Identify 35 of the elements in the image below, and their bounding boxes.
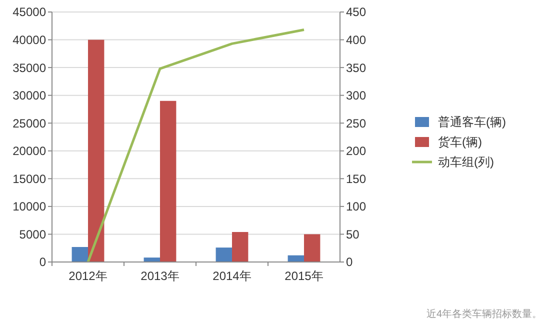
y-tick-label: 15000 (12, 172, 46, 186)
y-tick-label: 35000 (12, 60, 46, 75)
y2-tick-label: 100 (346, 200, 366, 214)
x-tick-label: 2012年 (68, 269, 108, 283)
x-tick-label: 2014年 (212, 269, 252, 283)
y-tick-label: 45000 (12, 5, 46, 20)
y2-tick-label: 150 (346, 172, 366, 186)
line-series (86, 28, 306, 264)
legend-label: 货车(辆) (438, 135, 482, 150)
y-tick-label: 5000 (19, 227, 46, 242)
legend-label: 动车组(列) (438, 155, 494, 170)
text: 近4年各类车辆招标数量。 (426, 308, 542, 320)
y2-tick-label: 300 (346, 88, 366, 103)
x-tick-label: 2013年 (140, 269, 180, 283)
y2-tick-label: 50 (346, 227, 360, 242)
y2-tick-label: 350 (346, 60, 366, 75)
y2-tick-label: 250 (346, 116, 366, 130)
y-tick-label: 20000 (12, 144, 46, 158)
y2-tick-label: 200 (346, 144, 366, 158)
bar (160, 100, 176, 262)
bar (232, 232, 248, 262)
y-tick-label: 25000 (12, 116, 46, 130)
x-tick-label: 2015年 (284, 269, 324, 283)
y2-tick-label: 400 (346, 32, 366, 47)
y-tick-label: 30000 (12, 88, 46, 103)
y-tick-label: 10000 (12, 200, 46, 214)
y2-tick-label: 450 (346, 5, 366, 20)
bar (304, 234, 320, 262)
bar (216, 248, 232, 262)
y-tick-label: 40000 (12, 32, 46, 47)
bar (72, 247, 88, 262)
y-tick-label: 0 (39, 255, 46, 270)
legend-label: 普通客车(辆) (438, 115, 506, 130)
y2-tick-label: 0 (346, 255, 353, 270)
bar (88, 40, 104, 262)
